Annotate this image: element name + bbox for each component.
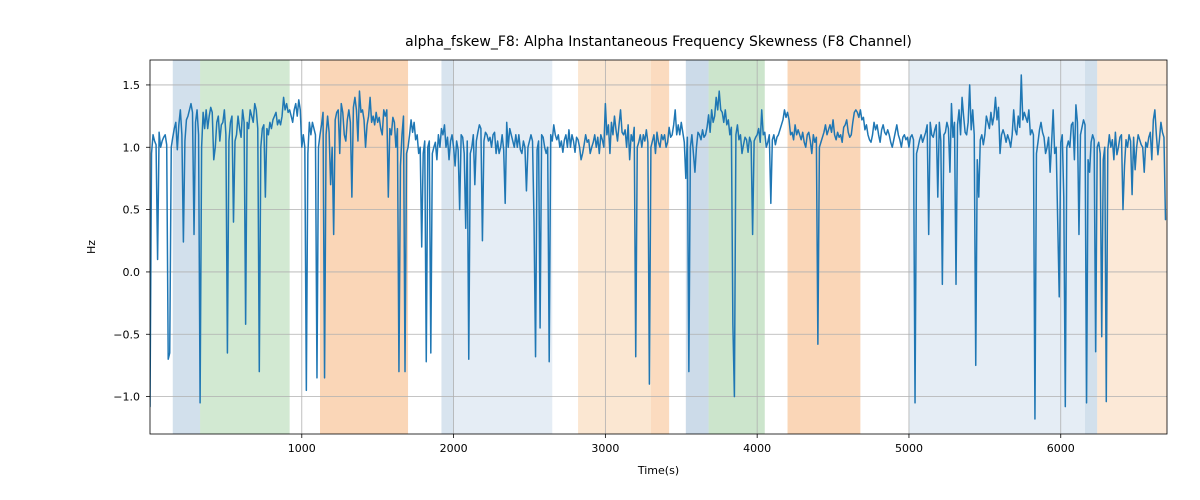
xtick-label: 5000 (895, 442, 923, 455)
y-axis-label: Hz (85, 240, 98, 254)
x-axis-label: Time(s) (637, 464, 679, 477)
xtick-label: 4000 (743, 442, 771, 455)
ytick-label: 0.5 (123, 204, 141, 217)
chart-figure: 1000 2000 3000 4000 5000 6000 −1.0 −0.5 0.0 0.5 1.… (0, 0, 1200, 500)
xtick-label: 1000 (288, 442, 316, 455)
xtick-label: 2000 (440, 442, 468, 455)
chart-title: alpha_fskew_F8: Alpha Instantaneous Freq… (405, 34, 912, 50)
xtick-label: 6000 (1047, 442, 1075, 455)
xtick-label: 3000 (591, 442, 619, 455)
ytick-label: −1.0 (113, 391, 140, 404)
ytick-label: 1.0 (123, 141, 141, 154)
ytick-label: −0.5 (113, 328, 140, 341)
ytick-label: 0.0 (123, 266, 141, 279)
ytick-label: 1.5 (123, 79, 141, 92)
